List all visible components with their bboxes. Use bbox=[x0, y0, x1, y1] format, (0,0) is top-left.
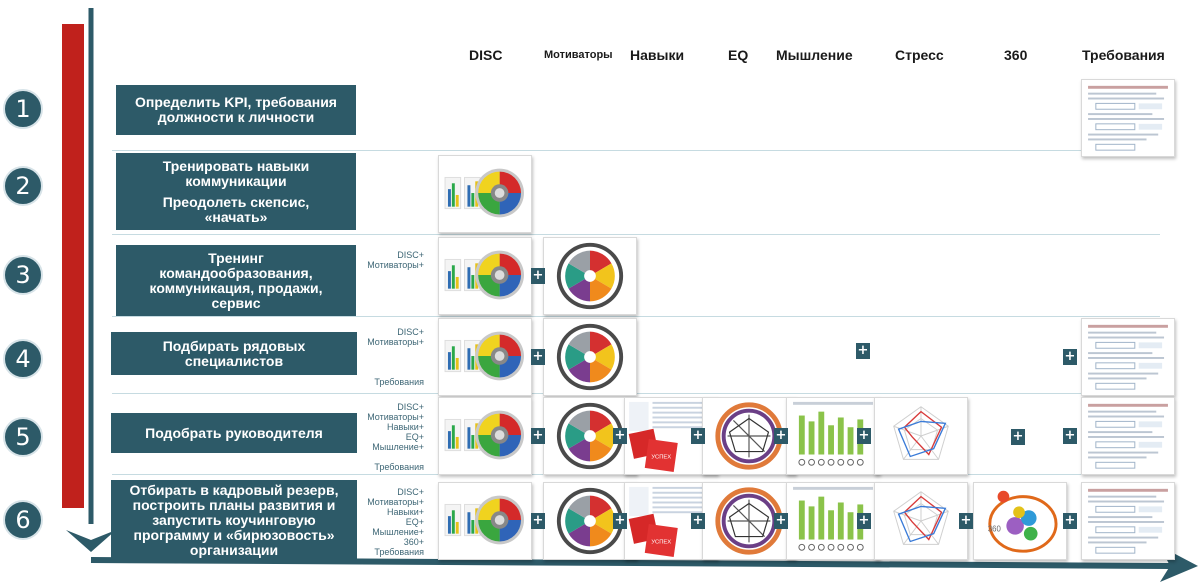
disc-thumbnail bbox=[438, 318, 532, 396]
assessment-list-4: DISC+ Мотиваторы+ Требования bbox=[367, 327, 424, 387]
task-line: «начать» bbox=[204, 208, 268, 225]
plus-sign: + bbox=[531, 513, 545, 529]
column-header-requirements: Требования bbox=[1082, 47, 1165, 63]
row-separator bbox=[112, 234, 1160, 235]
task-line: Подобрать руководителя bbox=[145, 424, 323, 441]
plus-sign: + bbox=[691, 428, 705, 444]
plus-sign: + bbox=[857, 428, 871, 444]
task-line: запустить коучинговую bbox=[152, 511, 316, 528]
row-separator bbox=[112, 150, 1160, 151]
thinking-thumbnail bbox=[786, 482, 880, 560]
depth-axis-label: Глубина, сложность и стоимость bbox=[48, 132, 60, 308]
plus-sign: + bbox=[774, 428, 788, 444]
disc-thumbnail bbox=[438, 155, 532, 233]
column-header-eq: EQ bbox=[728, 47, 749, 63]
requirements-thumbnail bbox=[1081, 482, 1175, 560]
task-line: коммуникации bbox=[185, 172, 287, 189]
assessment-list-3: DISC+ Мотиваторы+ bbox=[367, 250, 424, 270]
task-box-6: Отбирать в кадровый резерв, построить пл… bbox=[111, 480, 357, 560]
stress-thumbnail bbox=[874, 482, 968, 560]
assessment-list-6: DISC+ Мотиваторы+ Навыки+ EQ+ Мышление+ … bbox=[367, 487, 424, 557]
task-line: Тренировать навыки bbox=[162, 157, 310, 174]
column-header-thinking: Мышление bbox=[776, 47, 853, 63]
requirements-thumbnail bbox=[1081, 397, 1175, 475]
column-header-motivators: Мотиваторы bbox=[544, 49, 613, 61]
task-line: программу и «бирюзовость» bbox=[133, 526, 335, 543]
requirements-thumbnail bbox=[1081, 79, 1175, 157]
task-line: сервис bbox=[211, 294, 261, 311]
task-line: Определить KPI, требования bbox=[135, 94, 337, 110]
plus-sign: + bbox=[531, 349, 545, 365]
task-box-1: Определить KPI, требования должности к л… bbox=[116, 85, 356, 135]
vertical-arrow-head bbox=[66, 530, 116, 552]
step-number-3: 3 bbox=[3, 255, 43, 295]
motivators-thumbnail bbox=[543, 237, 637, 315]
task-line: командообразования, bbox=[159, 264, 313, 281]
task-line: Отбирать в кадровый резерв, bbox=[129, 481, 339, 498]
disc-thumbnail bbox=[438, 397, 532, 475]
task-line: Преодолеть скепсис, bbox=[162, 193, 310, 210]
task-line: Подбирать рядовых bbox=[162, 337, 306, 354]
plus-sign: + bbox=[1063, 428, 1077, 444]
stress-thumbnail bbox=[874, 397, 968, 475]
skills-die-label: УСПЕХ bbox=[651, 539, 671, 545]
plus-sign: + bbox=[959, 513, 973, 529]
plus-sign: + bbox=[531, 428, 545, 444]
column-header-stress: Стресс bbox=[895, 47, 944, 63]
plus-sign: + bbox=[1063, 513, 1077, 529]
task-line: должности к личности bbox=[157, 109, 315, 125]
plus-sign: + bbox=[857, 513, 871, 529]
motivators-thumbnail bbox=[543, 318, 637, 396]
task-box-2: Тренировать навыки коммуникации Преодоле… bbox=[116, 153, 356, 230]
task-line: Тренинг bbox=[208, 249, 264, 266]
step-number-4: 4 bbox=[3, 339, 43, 379]
column-header-skills: Навыки bbox=[630, 47, 685, 63]
motivators-thumbnail bbox=[543, 482, 637, 560]
requirements-thumbnail bbox=[1081, 318, 1175, 396]
feedback-360-thumbnail: 360 bbox=[973, 482, 1067, 560]
disc-thumbnail bbox=[438, 482, 532, 560]
plus-sign: + bbox=[1011, 429, 1025, 445]
svg-text:360: 360 bbox=[988, 525, 1002, 534]
plus-sign: + bbox=[531, 268, 545, 284]
step-number-5: 5 bbox=[3, 417, 43, 457]
task-line: коммуникация, продажи, bbox=[149, 279, 323, 296]
step-number-1: 1 bbox=[3, 89, 43, 129]
task-line: построить планы развития и bbox=[132, 496, 336, 513]
task-box-3: Тренинг командообразования, коммуникация… bbox=[116, 245, 356, 316]
row-separator bbox=[112, 316, 1160, 317]
assessment-list-5: DISC+ Мотиваторы+ Навыки+ EQ+ Мышление+ … bbox=[367, 402, 424, 472]
horizontal-arrow bbox=[90, 557, 1171, 569]
plus-sign: + bbox=[613, 513, 627, 529]
task-box-5: Подобрать руководителя bbox=[111, 413, 357, 453]
plus-sign: + bbox=[1063, 349, 1077, 365]
plus-sign: + bbox=[613, 428, 627, 444]
task-box-4: Подбирать рядовых специалистов bbox=[111, 332, 357, 375]
step-number-6: 6 bbox=[3, 500, 43, 540]
depth-axis-bar bbox=[62, 24, 84, 508]
step-number-2: 2 bbox=[3, 166, 43, 206]
column-header-disc: DISC bbox=[469, 47, 503, 63]
plus-sign: + bbox=[856, 343, 870, 359]
skills-thumbnail: УСПЕХ bbox=[624, 397, 718, 475]
column-header-360: 360 bbox=[1004, 47, 1028, 63]
plus-sign: + bbox=[774, 513, 788, 529]
plus-sign: + bbox=[691, 513, 705, 529]
disc-thumbnail bbox=[438, 237, 532, 315]
task-line: организации bbox=[189, 541, 279, 558]
skills-die-label: УСПЕХ bbox=[651, 454, 671, 460]
task-line: специалистов bbox=[184, 352, 284, 369]
